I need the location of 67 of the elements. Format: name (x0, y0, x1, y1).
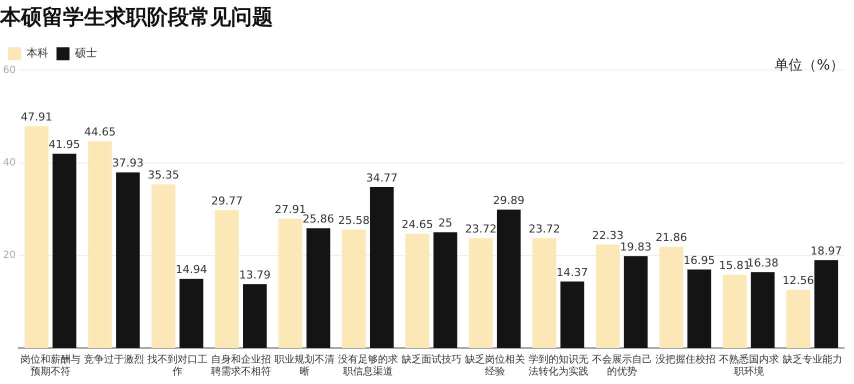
data-label: 37.93 (112, 156, 144, 170)
y-tick-label: 20 (2, 250, 16, 261)
data-label: 34.77 (366, 171, 398, 184)
x-tick-label: 职业规划不清晰 (274, 354, 334, 378)
bar (52, 154, 76, 348)
bar (215, 210, 239, 348)
data-label: 29.77 (211, 194, 243, 208)
data-label: 19.83 (620, 240, 652, 254)
data-label: 12.56 (782, 274, 814, 288)
bar (469, 238, 493, 348)
bar (88, 141, 112, 348)
bar (243, 284, 267, 348)
bar (24, 126, 48, 348)
bar (180, 278, 204, 348)
data-label: 41.95 (48, 138, 80, 152)
x-tick-label: 缺乏专业能力 (782, 354, 842, 366)
bar (433, 232, 458, 348)
y-tick-label: 40 (2, 157, 16, 168)
data-label: 29.89 (493, 194, 525, 207)
data-label: 35.35 (148, 168, 180, 182)
x-tick-label: 不会展示自己的优势 (592, 354, 652, 378)
data-label: 25.58 (338, 214, 370, 227)
data-label: 44.65 (84, 126, 116, 139)
x-tick-label: 不熟悉国内求职环境 (718, 354, 779, 378)
annotation: 单位（%） (774, 58, 844, 74)
bar (406, 234, 430, 348)
bar (624, 256, 648, 348)
bar (306, 228, 330, 348)
data-label: 25 (438, 216, 452, 230)
data-label: 23.72 (465, 222, 497, 236)
x-tick-label: 岗位和薪酬与预期不符 (20, 354, 80, 378)
legend-label: 本科 (26, 46, 48, 60)
bar (659, 246, 684, 348)
bar (496, 210, 521, 348)
bar (750, 272, 775, 348)
data-label: 24.65 (402, 218, 434, 232)
bar (532, 238, 556, 348)
x-tick-label: 缺乏面试技巧 (401, 354, 462, 366)
data-label: 18.97 (810, 244, 842, 258)
legend-label: 硕士 (74, 46, 97, 60)
x-tick-label: 自身和企业招聘需求不相符 (210, 354, 271, 378)
bar (152, 184, 176, 348)
bar (786, 290, 810, 348)
x-tick-label: 缺乏岗位相关经验 (464, 354, 525, 378)
bar (370, 187, 394, 348)
bar (596, 244, 620, 348)
bar (342, 230, 366, 348)
data-label: 16.95 (684, 254, 716, 267)
bar (116, 172, 140, 348)
bar (560, 281, 584, 348)
data-label: 14.94 (176, 263, 208, 276)
bar (722, 274, 747, 348)
data-label: 23.72 (528, 222, 560, 236)
bar (687, 270, 712, 348)
bar (278, 218, 302, 348)
y-tick-label: 60 (2, 64, 16, 76)
x-tick-label: 竞争过于激烈 (84, 354, 144, 366)
data-label: 13.79 (239, 268, 271, 282)
data-label: 14.37 (556, 266, 588, 279)
bar (814, 260, 838, 348)
x-tick-label: 没把握住校招 (655, 354, 716, 366)
x-tick-label: 找不到对口工作 (146, 354, 208, 378)
data-label: 47.91 (20, 110, 52, 124)
data-label: 21.86 (656, 231, 688, 244)
data-label: 22.33 (592, 228, 624, 242)
x-tick-label: 学到的知识无法转化为实践 (528, 354, 588, 378)
x-tick-label: 没有足够的求职信息渠道 (338, 354, 398, 378)
